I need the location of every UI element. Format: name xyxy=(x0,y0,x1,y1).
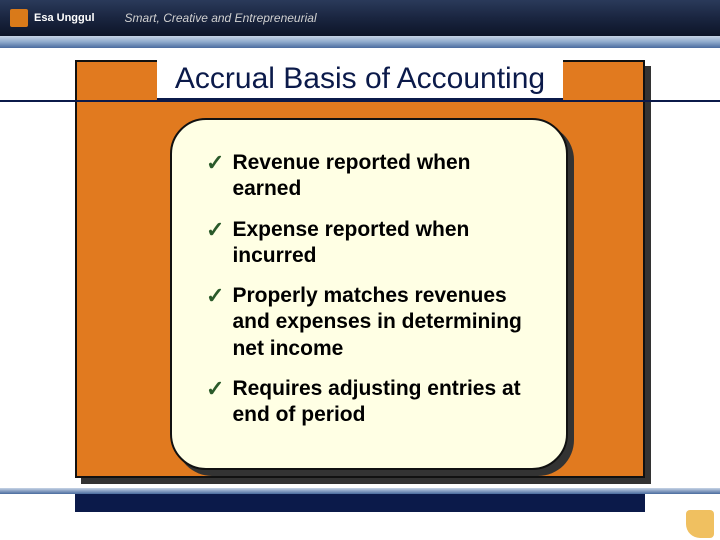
header-bar: Esa Unggul Smart, Creative and Entrepren… xyxy=(0,0,720,36)
slide-title: Accrual Basis of Accounting xyxy=(157,60,563,100)
university-name: Esa Unggul xyxy=(34,12,95,24)
check-icon: ✓ xyxy=(206,283,224,362)
university-logo: Esa Unggul xyxy=(10,9,95,27)
tagline-text: Smart, Creative and Entrepreneurial xyxy=(125,11,317,25)
footer-navy-bar xyxy=(75,494,645,512)
logo-icon xyxy=(10,9,28,27)
check-icon: ✓ xyxy=(206,376,224,429)
check-icon: ✓ xyxy=(206,150,224,203)
footer-band xyxy=(0,488,720,540)
footer-bottom xyxy=(0,494,720,540)
header-gradient-bar xyxy=(0,36,720,48)
page-corner-icon xyxy=(686,510,714,538)
title-band: Accrual Basis of Accounting xyxy=(0,60,720,100)
slide-body: Accrual Basis of Accounting ✓ Revenue re… xyxy=(0,48,720,488)
title-underline xyxy=(0,100,720,102)
list-item: ✓ Expense reported when incurred xyxy=(206,217,532,270)
content-card: ✓ Revenue reported when earned ✓ Expense… xyxy=(170,118,568,470)
list-item: ✓ Requires adjusting entries at end of p… xyxy=(206,376,532,429)
check-icon: ✓ xyxy=(206,217,224,270)
bullet-text: Properly matches revenues and expenses i… xyxy=(232,283,532,362)
bullet-text: Revenue reported when earned xyxy=(232,150,532,203)
bullet-text: Requires adjusting entries at end of per… xyxy=(232,376,532,429)
bullet-text: Expense reported when incurred xyxy=(232,217,532,270)
list-item: ✓ Properly matches revenues and expenses… xyxy=(206,283,532,362)
list-item: ✓ Revenue reported when earned xyxy=(206,150,532,203)
